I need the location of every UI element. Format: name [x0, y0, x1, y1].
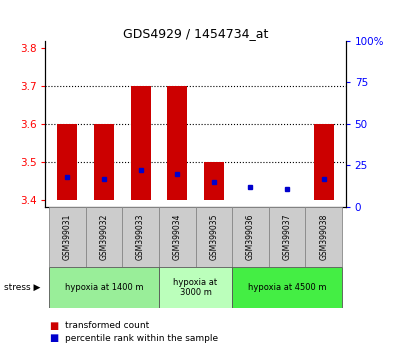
Bar [159, 267, 232, 308]
Bar [305, 207, 342, 267]
Text: GSM399033: GSM399033 [136, 214, 145, 261]
Text: hypoxia at 4500 m: hypoxia at 4500 m [248, 283, 326, 292]
Bar [57, 124, 77, 200]
Text: stress ▶: stress ▶ [4, 283, 40, 292]
Bar [94, 124, 114, 200]
Bar [49, 267, 159, 308]
Bar [314, 124, 334, 200]
Bar [167, 86, 187, 200]
Text: hypoxia at
3000 m: hypoxia at 3000 m [173, 278, 218, 297]
Bar [49, 207, 86, 267]
Bar [86, 207, 122, 267]
Text: GSM399032: GSM399032 [100, 214, 109, 261]
Bar [196, 207, 232, 267]
Text: GSM399037: GSM399037 [282, 214, 292, 261]
Text: GSM399038: GSM399038 [319, 214, 328, 261]
Text: hypoxia at 1400 m: hypoxia at 1400 m [65, 283, 143, 292]
Bar [269, 207, 305, 267]
Text: ■: ■ [49, 333, 58, 343]
Text: ■: ■ [49, 321, 58, 331]
Bar [204, 162, 224, 200]
Text: GSM399035: GSM399035 [209, 214, 218, 261]
Text: GSM399034: GSM399034 [173, 214, 182, 261]
Text: transformed count: transformed count [65, 321, 149, 330]
Bar [159, 207, 196, 267]
Text: GSM399031: GSM399031 [63, 214, 72, 261]
Bar [232, 267, 342, 308]
Text: GSM399036: GSM399036 [246, 214, 255, 261]
Title: GDS4929 / 1454734_at: GDS4929 / 1454734_at [123, 27, 268, 40]
Bar [122, 207, 159, 267]
Bar [130, 86, 150, 200]
Bar [232, 207, 269, 267]
Text: percentile rank within the sample: percentile rank within the sample [65, 333, 218, 343]
